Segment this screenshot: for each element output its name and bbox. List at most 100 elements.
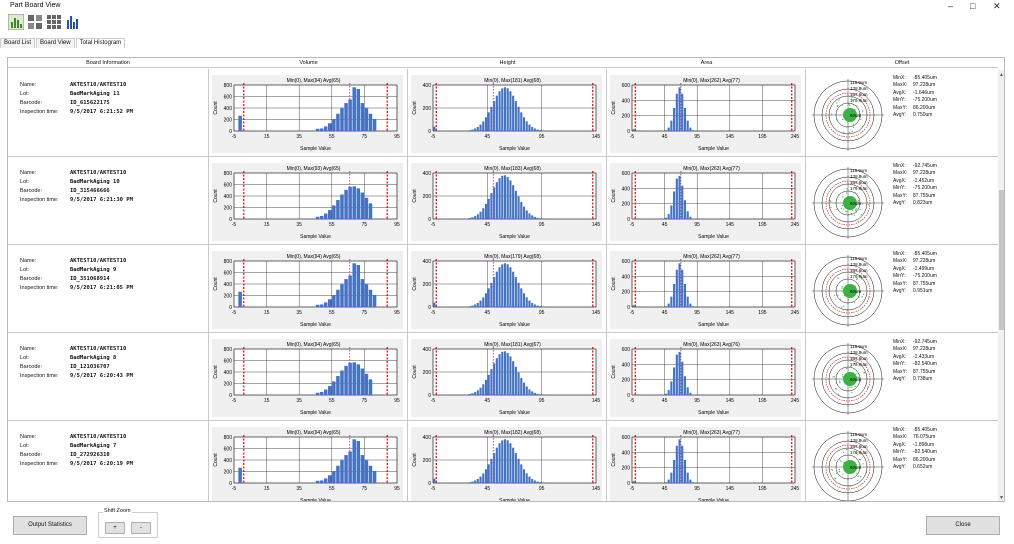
histogram-bar xyxy=(681,93,684,131)
offset-plot[interactable]: 118.9um 139.8um 167.6um 179.0um 60um xyxy=(810,427,890,501)
scatter-point xyxy=(857,479,859,481)
offset-stat-label: MaxY: xyxy=(893,104,907,111)
zoom-out-button[interactable]: - xyxy=(131,522,151,534)
volume-histogram[interactable]: 800 600 400 200 0 -5 15 35 55 75 95 Min(0), Max(94)… xyxy=(212,427,403,501)
header-volume: Volume xyxy=(299,60,318,66)
vertical-scrollbar[interactable]: ▲ ▼ xyxy=(998,70,1004,501)
y-tick-label: 0 xyxy=(229,129,232,135)
histogram-bar xyxy=(340,370,344,395)
height-histogram[interactable]: 400 200 0 -5 45 95 145 Min(0), Max(179) Avg(68)… xyxy=(411,251,602,329)
histogram-bar xyxy=(509,356,512,395)
label-barcode: Barcode: xyxy=(20,452,43,458)
area-histogram[interactable]: 600 400 200 0 -5 45 95 145 195 245 Min(0), Max(263… xyxy=(610,339,801,417)
tab-total-histogram[interactable]: Total Histogram xyxy=(75,38,126,48)
scroll-down-icon[interactable]: ▼ xyxy=(999,495,1004,501)
board-row[interactable]: Name: AKTEST10/AKTEST10 Lot: BadMarkAging 7… xyxy=(8,421,998,501)
value-lot: BadMarkAging 9 xyxy=(70,267,117,273)
volume-histogram[interactable]: 800 600 400 200 0 -5 15 35 55 75 95 Min(0), Max(94)… xyxy=(212,75,403,153)
height-histogram[interactable]: 400 200 0 -5 45 95 145 Min(0), Max(181) Avg(67)… xyxy=(411,339,602,417)
volume-histogram[interactable]: 800 600 400 200 0 -5 15 35 55 75 95 Min(0), Max(93)… xyxy=(212,163,403,241)
area-histogram[interactable]: 600 400 200 0 -5 45 95 145 195 245 Min(0), Max(262… xyxy=(610,75,801,153)
histogram-bar xyxy=(471,305,474,307)
scatter-point xyxy=(849,485,851,487)
offset-stat-value: 0.738um xyxy=(913,376,933,383)
zoom-in-button[interactable]: + xyxy=(105,522,125,534)
histogram-bar xyxy=(683,283,687,307)
area-histogram[interactable]: 600 400 200 0 -5 45 95 145 195 245 Min(0), Max(262… xyxy=(610,251,801,329)
tab-board-list[interactable]: Board List xyxy=(0,38,36,48)
scatter-point xyxy=(851,284,853,286)
histogram-bar xyxy=(520,288,523,307)
histogram-bar xyxy=(360,368,365,395)
volume-histogram[interactable]: 800 600 400 200 0 -5 15 35 55 75 95 Min(0), Max(94)… xyxy=(212,251,403,329)
x-tick-label: 15 xyxy=(264,398,270,404)
y-tick-label: 0 xyxy=(428,481,431,487)
y-tick-label: 400 xyxy=(423,83,432,89)
scatter-point xyxy=(841,286,843,288)
scatter-point xyxy=(866,369,869,372)
histogram-bar xyxy=(533,216,536,219)
offset-stat-label: MaxX: xyxy=(893,170,908,177)
scatter-point xyxy=(854,285,856,287)
offset-plot[interactable]: 118.9um 139.8um 167.6um 179.0um 60um xyxy=(810,339,890,417)
scatter-point xyxy=(848,131,850,133)
minimize-button[interactable]: – xyxy=(948,1,954,11)
scatter-point xyxy=(857,220,859,222)
scrollbar-thumb[interactable] xyxy=(999,190,1004,330)
offset-plot[interactable]: 118.9um 139.8um 167.6um 179.0um 60um xyxy=(810,251,890,329)
histogram-bar xyxy=(336,113,340,131)
grid-view-large-icon[interactable] xyxy=(27,14,43,30)
scatter-point xyxy=(851,125,853,127)
histogram-bar xyxy=(522,469,526,483)
histogram-bar xyxy=(476,126,479,131)
histogram-bar xyxy=(539,306,542,307)
board-row[interactable]: Name: AKTEST10/AKTEST10 Lot: BadMarkAging 1… xyxy=(8,69,998,157)
label-barcode: Barcode: xyxy=(20,276,43,282)
offset-stat-value: -75.200um xyxy=(913,273,937,280)
y-tick-label: 600 xyxy=(622,347,631,353)
histogram-bar xyxy=(468,130,471,131)
histogram-bar xyxy=(539,482,542,483)
offset-stat-label: MaxX: xyxy=(893,82,908,89)
height-histogram[interactable]: 400 200 0 -5 45 95 145 Min(0), Max(181) Avg(68)… xyxy=(411,75,602,153)
area-histogram[interactable]: 600 400 200 0 -5 45 95 145 195 245 Min(0), Max(263… xyxy=(610,163,801,241)
y-tick-label: 400 xyxy=(622,274,631,280)
x-axis-label: Sample Value xyxy=(698,322,729,328)
histogram-bar xyxy=(678,263,681,307)
scatter-point xyxy=(839,298,842,300)
column-divider xyxy=(606,333,607,420)
histogram-bar xyxy=(328,475,332,483)
histogram-bar xyxy=(692,130,695,131)
tab-board-view[interactable]: Board View xyxy=(36,38,75,48)
y-tick-label: 200 xyxy=(423,194,432,200)
histogram-bar xyxy=(681,361,684,395)
close-window-button[interactable]: ✕ xyxy=(993,1,1001,11)
board-row[interactable]: Name: AKTEST10/AKTEST10 Lot: BadMarkAging 9… xyxy=(8,245,998,333)
height-histogram[interactable]: 400 200 0 -5 45 95 145 Min(0), Max(183) Avg(68)… xyxy=(411,163,602,241)
height-histogram[interactable]: 400 200 0 -5 45 95 145 Min(0), Max(182) Avg(68)… xyxy=(411,427,602,501)
scatter-point xyxy=(846,211,848,213)
board-row[interactable]: Name: AKTEST10/AKTEST10 Lot: BadMarkAging 1… xyxy=(8,157,998,245)
offset-stat-line: AvgY: 0.750um xyxy=(893,112,937,119)
histogram-view-icon[interactable] xyxy=(8,14,24,30)
area-histogram[interactable]: 600 400 200 0 -5 45 95 145 195 245 Min(0), Max(263… xyxy=(610,427,801,501)
offset-plot[interactable]: 118.9um 139.8um 167.6um 179.0um 60um xyxy=(810,75,890,153)
header-offset: Offset xyxy=(894,60,910,66)
offset-plot[interactable]: 118.9um 139.8um 167.6um 179.0um 60um xyxy=(810,163,890,241)
output-statistics-button[interactable]: Output Statistics xyxy=(13,516,87,535)
scroll-up-icon[interactable]: ▲ xyxy=(999,72,1004,78)
histogram-bar xyxy=(525,297,528,307)
histogram-bar xyxy=(520,112,523,131)
value-lot: BadMarkAging 8 xyxy=(70,355,117,361)
close-button[interactable]: Close xyxy=(926,516,1000,535)
board-row[interactable]: Name: AKTEST10/AKTEST10 Lot: BadMarkAging 8… xyxy=(8,333,998,421)
volume-histogram[interactable]: 800 600 400 200 0 -5 15 35 55 75 95 Min(0), Max(94)… xyxy=(212,339,403,417)
bar-chart-icon[interactable] xyxy=(65,14,81,30)
scatter-point xyxy=(854,301,856,304)
histogram-bar xyxy=(675,354,678,395)
grid-view-small-icon[interactable] xyxy=(46,14,62,30)
maximize-button[interactable]: □ xyxy=(970,1,976,11)
histogram-bar xyxy=(482,384,485,395)
y-tick-label: 200 xyxy=(224,206,233,212)
x-tick-label: 55 xyxy=(329,486,335,492)
